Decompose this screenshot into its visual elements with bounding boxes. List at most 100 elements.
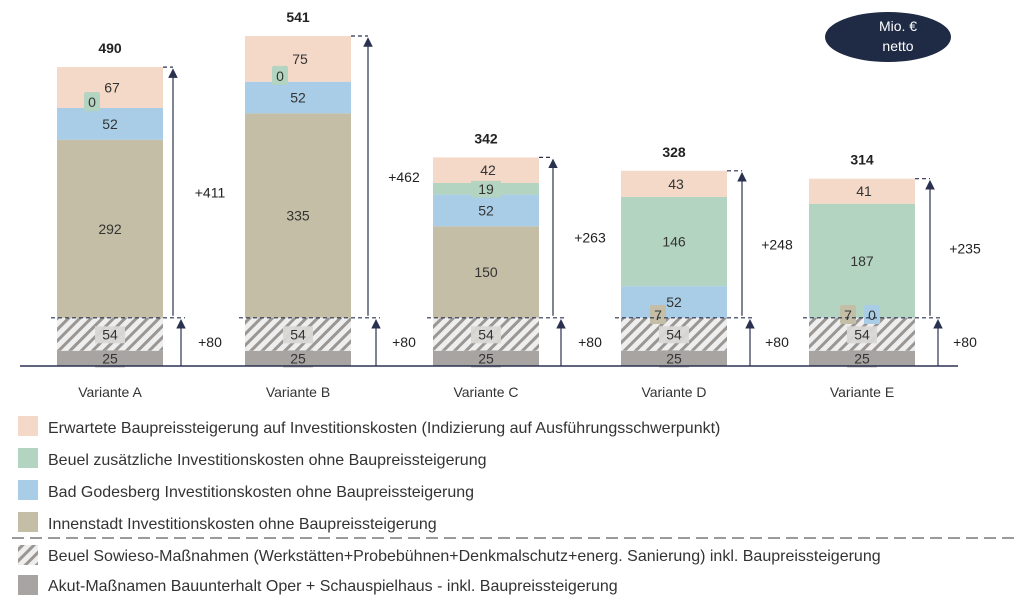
lower-delta-label: +80	[392, 334, 416, 350]
category-label: Variante B	[266, 384, 330, 400]
segment-value-innenstadt: 335	[286, 208, 310, 224]
segment-value-baupreis: 75	[292, 51, 308, 67]
segment-value-beuel: 146	[662, 234, 686, 250]
segment-value-bad_godesberg: 52	[478, 202, 494, 218]
segment-value-bad_godesberg: 52	[290, 90, 306, 106]
total-value-label: 328	[662, 144, 686, 160]
total-value-label: 314	[850, 152, 874, 168]
segment-value-sowieso: 54	[666, 326, 682, 342]
upper-delta-label: +263	[574, 230, 606, 246]
extra-label-background	[650, 304, 666, 324]
bar-segment-beuel	[809, 203, 915, 318]
segment-value-bad_godesberg: 52	[102, 116, 118, 132]
bar-segment-baupreis	[245, 36, 351, 82]
segment-label-background	[847, 326, 877, 344]
extra-label-background	[84, 92, 100, 112]
bar-segment-baupreis	[433, 157, 539, 183]
segment-label-background	[471, 326, 501, 344]
segment-label-background	[659, 326, 689, 344]
legend-label-innenstadt: Innenstadt Investitionskosten ohne Baupr…	[48, 516, 437, 533]
segment-label-background	[95, 350, 125, 368]
segment-value-sowieso: 54	[102, 326, 118, 342]
upper-delta-label: +248	[761, 236, 793, 252]
segment-value-beuel: 187	[850, 253, 874, 269]
total-value-label: 541	[286, 9, 310, 25]
upper-delta-label: +235	[949, 240, 981, 256]
segment-value-innenstadt: 292	[98, 221, 122, 237]
unit-badge-line2: netto	[882, 38, 913, 54]
lower-delta-label: +80	[765, 334, 789, 350]
segment-label-background	[283, 326, 313, 344]
lower-delta-label: +80	[953, 334, 977, 350]
bar-segment-bad_godesberg	[57, 108, 163, 140]
legend-swatch-bad-godesberg	[18, 480, 38, 500]
segment-value-sowieso: 54	[854, 326, 870, 342]
legend-swatch-sowieso	[18, 545, 38, 565]
segment-label-background	[847, 350, 877, 368]
segment-value-baupreis: 67	[104, 80, 120, 96]
category-label: Variante D	[641, 384, 706, 400]
annotations-layer: 25 54 292 52 67 25 54 335 52 75 25 54 150 52 19 42 25 54 5…	[51, 9, 981, 366]
segment-value-akut: 25	[666, 350, 682, 366]
extra-value-label: 0	[276, 68, 284, 84]
segment-label-background	[471, 350, 501, 368]
bar-segment-bad_godesberg	[245, 81, 351, 114]
segment-value-bad_godesberg: 52	[666, 294, 682, 310]
total-value-label: 490	[98, 40, 122, 56]
bar-segment-baupreis	[57, 67, 163, 108]
extra-label-background	[272, 65, 288, 85]
segment-value-sowieso: 54	[290, 326, 306, 342]
segment-value-akut: 25	[478, 350, 494, 366]
upper-delta-label: +462	[388, 169, 420, 185]
upper-delta-label: +411	[195, 185, 226, 201]
legend-label-sowieso: Beuel Sowieso-Maßnahmen (Werkstätten+Pro…	[48, 548, 881, 565]
legend-label-akut: Akut-Maßnamen Bauunterhalt Oper + Schaus…	[48, 578, 618, 595]
segment-value-akut: 25	[290, 350, 306, 366]
bar-segment-innenstadt	[433, 226, 539, 318]
bar-segment-beuel	[621, 197, 727, 287]
bar-segment-innenstadt	[57, 139, 163, 318]
segment-value-innenstadt: 150	[474, 264, 498, 280]
legend-swatch-beuel	[18, 448, 38, 468]
segment-label-background	[283, 350, 313, 368]
legend-swatch-baupreis	[18, 416, 38, 436]
bars-layer	[57, 36, 915, 368]
legend-label-beuel: Beuel zusätzliche Investitionskosten ohn…	[48, 452, 487, 469]
extra-value-label: 7	[654, 307, 662, 323]
extra-label-background	[840, 304, 856, 324]
segment-label-background	[95, 326, 125, 344]
unit-badge: Mio. € netto	[825, 12, 951, 62]
category-label: Variante C	[453, 384, 518, 400]
segment-value-akut: 25	[854, 350, 870, 366]
unit-badge-shape	[825, 12, 951, 62]
category-label: Variante A	[78, 384, 142, 400]
bar-segment-bad_godesberg	[433, 194, 539, 227]
legend-label-baupreis: Erwartete Baupreissteigerung auf Investi…	[48, 420, 720, 437]
extra-value-label: 0	[868, 307, 876, 323]
segment-value-sowieso: 54	[478, 326, 494, 342]
segment-label-background	[471, 180, 501, 198]
bar-segment-innenstadt	[245, 113, 351, 318]
legend-swatch-akut	[18, 575, 38, 595]
lower-delta-label: +80	[578, 334, 602, 350]
extra-value-label: 7	[844, 307, 852, 323]
legend: Erwartete Baupreissteigerung auf Investi…	[12, 416, 1018, 595]
lower-delta-label: +80	[198, 334, 222, 350]
bar-segment-baupreis	[809, 178, 915, 204]
category-labels: Variante A Variante B Variante C Variante D…	[78, 384, 894, 400]
bar-segment-baupreis	[621, 170, 727, 197]
total-value-label: 342	[474, 130, 498, 146]
segment-value-akut: 25	[102, 350, 118, 366]
legend-label-bad-godesberg: Bad Godesberg Investitionskosten ohne Ba…	[48, 484, 474, 501]
segment-value-baupreis: 42	[480, 162, 496, 178]
category-label: Variante E	[830, 384, 894, 400]
segment-value-baupreis: 43	[668, 176, 684, 192]
extra-label-background	[864, 304, 880, 324]
segment-label-background	[659, 350, 689, 368]
legend-swatch-innenstadt	[18, 512, 38, 532]
extra-value-label: 0	[88, 94, 96, 110]
unit-badge-line1: Mio. €	[879, 18, 917, 34]
bar-segment-bad_godesberg	[621, 286, 727, 318]
segment-value-baupreis: 41	[856, 183, 872, 199]
